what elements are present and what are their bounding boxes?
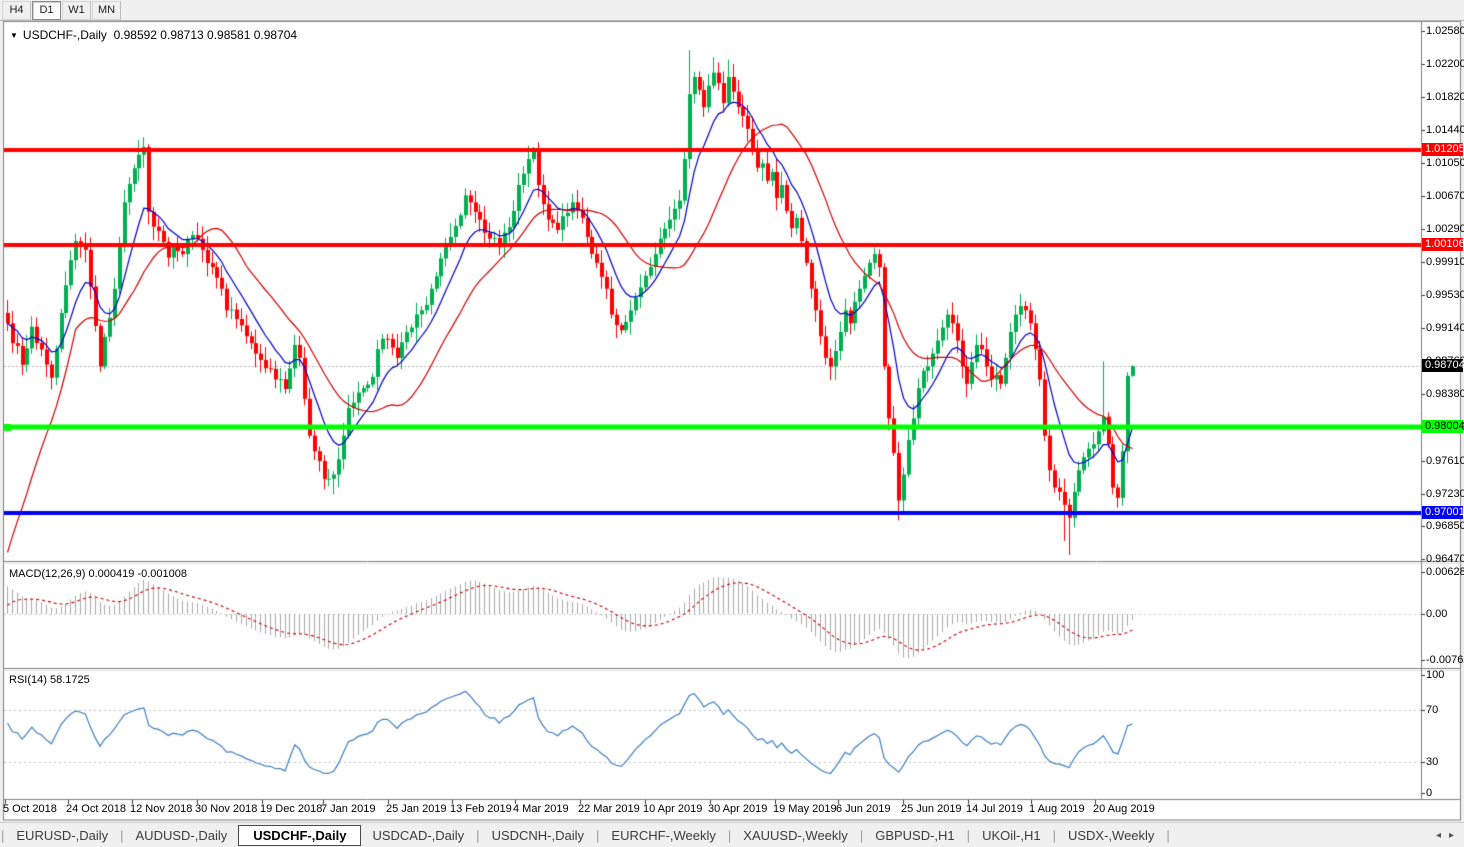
tab-separator: | [476, 828, 480, 843]
tab-gbpusd-h1[interactable]: GBPUSD-,H1 [875, 828, 955, 843]
tab-scroll-buttons: ◂ ▸ [1436, 830, 1464, 841]
tab-usdcnh-daily[interactable]: USDCNH-,Daily [491, 828, 585, 843]
tab-separator: | [1052, 828, 1056, 843]
timeframe-button-w1[interactable]: W1 [62, 0, 91, 20]
timeframe-button-d1[interactable]: D1 [32, 0, 61, 20]
tab-separator: | [859, 828, 864, 843]
tab-usdcad-daily[interactable]: USDCAD-,Daily [372, 828, 465, 843]
tab-eurchf-weekly[interactable]: EURCHF-,Weekly [611, 828, 716, 843]
tab-separator: | [120, 828, 124, 843]
tab-scroll-right-icon[interactable]: ▸ [1448, 830, 1454, 841]
tab-usdchf-daily[interactable]: USDCHF-,Daily [238, 825, 362, 846]
timeframe-button-mn[interactable]: MN [92, 0, 121, 20]
tab-audusd-daily[interactable]: AUDUSD-,Daily [135, 828, 228, 843]
tab-xauusd-weekly[interactable]: XAUUSD-,Weekly [743, 828, 848, 843]
tab-scroll-left-icon[interactable]: ◂ [1435, 830, 1441, 841]
timeframe-button-h4[interactable]: H4 [2, 0, 31, 20]
tab-ukoil-h1[interactable]: UKOil-,H1 [982, 828, 1041, 843]
timeframe-toolbar: H4 D1 W1 MN [0, 0, 1464, 21]
tab-separator: | [966, 828, 971, 843]
tab-separator: | [1166, 828, 1170, 843]
tab-usdx-weekly[interactable]: USDX-,Weekly [1067, 828, 1155, 843]
symbol-tabbar: | EURUSD-,Daily | AUDUSD-,Daily USDCHF-,Dail… [0, 822, 1464, 847]
tab-separator: | [1, 828, 5, 843]
tab-separator: | [727, 828, 732, 843]
tab-separator: | [596, 828, 600, 843]
tab-eurusd-daily[interactable]: EURUSD-,Daily [16, 828, 109, 843]
